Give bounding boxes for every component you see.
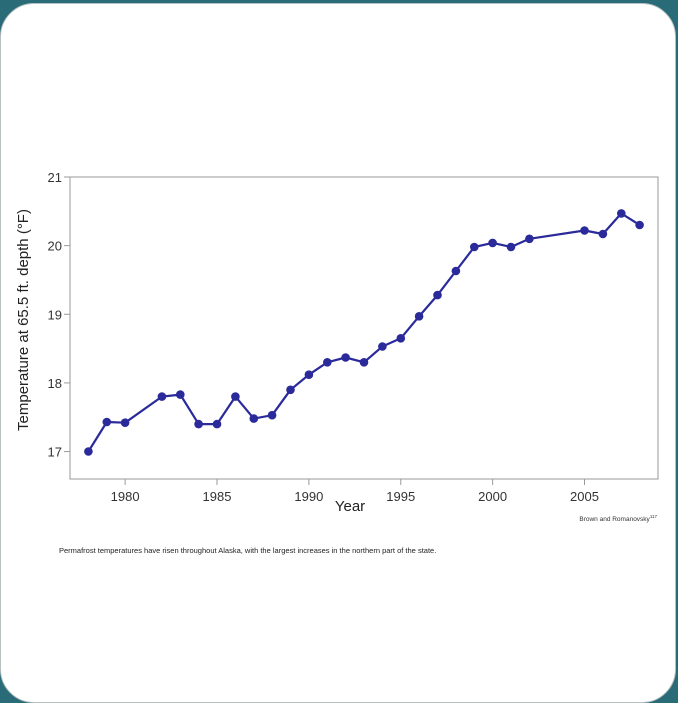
source-credit: Brown and Romanovsky117 [579,514,657,523]
x-axis: 1980 1985 1990 1995 2000 2005 [111,479,599,504]
plot-frame [69,176,659,480]
figure-card: 1980 1985 1990 1995 2000 2005 17 18 19 20 21 Year… [0,3,676,703]
data-point [617,209,626,218]
data-point [506,242,516,252]
x-tick-label: 1990 [294,489,323,504]
chart: 1980 1985 1990 1995 2000 2005 17 18 19 20 21 Year… [15,170,659,555]
data-point [157,392,167,401]
series-layer [84,209,644,456]
x-tick-label: 2005 [570,489,599,504]
data-point [231,392,240,401]
x-tick-label: 1995 [386,489,415,504]
y-tick-label: 17 [48,445,62,460]
y-axis-title: Temperature at 65.5 ft. depth (°F) [15,209,32,431]
data-point [433,290,442,300]
x-tick-label: 1985 [203,489,232,504]
data-point [194,419,203,429]
data-point [323,358,332,367]
series-line [87,212,641,453]
y-tick-label: 20 [48,239,62,254]
data-point [212,419,222,429]
data-point [580,226,589,235]
data-point [120,418,130,428]
y-tick-label: 19 [48,307,62,322]
data-point [341,353,350,362]
source-credit-text: Brown and Romanovsky [579,516,650,523]
y-tick-label: 21 [48,170,62,185]
data-point [396,334,406,343]
caption: Permafrost temperatures have risen throu… [59,546,436,555]
data-point [451,266,461,276]
data-point [286,385,295,395]
data-point [488,238,497,248]
data-point [176,390,185,399]
y-axis: 17 18 19 20 21 [48,170,70,460]
data-point [378,342,387,351]
data-point [304,370,314,380]
x-tick-label: 1980 [111,489,140,504]
data-point [84,447,93,456]
data-point [470,242,479,252]
data-point [635,220,644,230]
source-credit-superscript: 117 [650,514,658,519]
data-point [359,358,369,367]
x-tick-label: 2000 [478,489,507,504]
data-point [598,229,608,239]
y-tick-label: 18 [48,376,62,391]
x-axis-title: Year [335,498,365,515]
data-point [267,410,277,420]
data-point [102,417,112,427]
data-point [414,312,424,321]
data-point [525,234,534,244]
data-point [249,414,259,423]
